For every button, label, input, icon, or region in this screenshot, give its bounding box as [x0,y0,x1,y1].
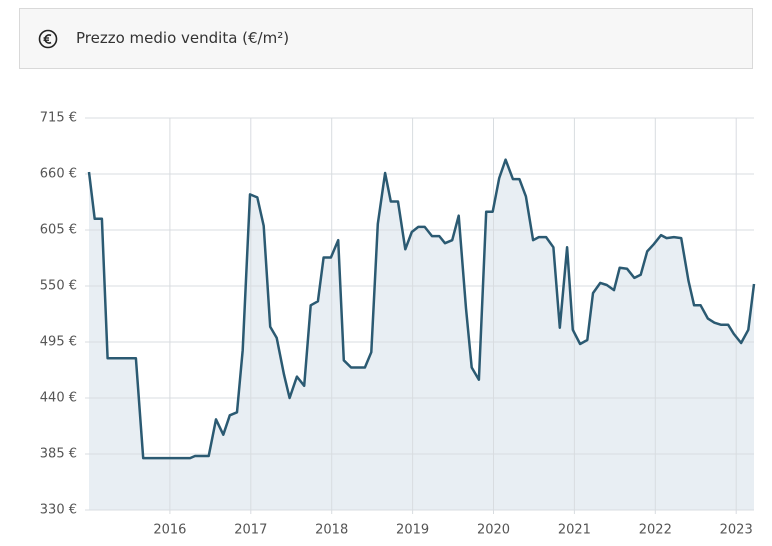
y-tick-label: 660 € [40,167,77,182]
line [87,158,756,460]
y-tick-label: 605 € [40,223,77,238]
x-tick-label: 2017 [234,523,267,538]
y-tick-label: 330 € [40,503,77,518]
x-tick-label: 2021 [558,523,591,538]
area-fill [89,159,754,510]
euro-icon [38,29,58,49]
y-tick-label: 715 € [40,111,77,126]
y-tick-label: 385 € [40,447,77,462]
y-tick-label: 550 € [40,279,77,294]
header: Prezzo medio vendita (€/m²) [19,8,753,69]
x-tick-label: 2022 [639,523,672,538]
x-tick-label: 2019 [396,523,429,538]
x-tick-label: 2023 [720,523,753,538]
x-tick-label: 2016 [153,523,186,538]
y-tick-label: 440 € [40,391,77,406]
x-tick-label: 2020 [477,523,510,538]
y-tick-label: 495 € [40,335,77,350]
x-tick-label: 2018 [315,523,348,538]
header-title: Prezzo medio vendita (€/m²) [76,29,290,47]
